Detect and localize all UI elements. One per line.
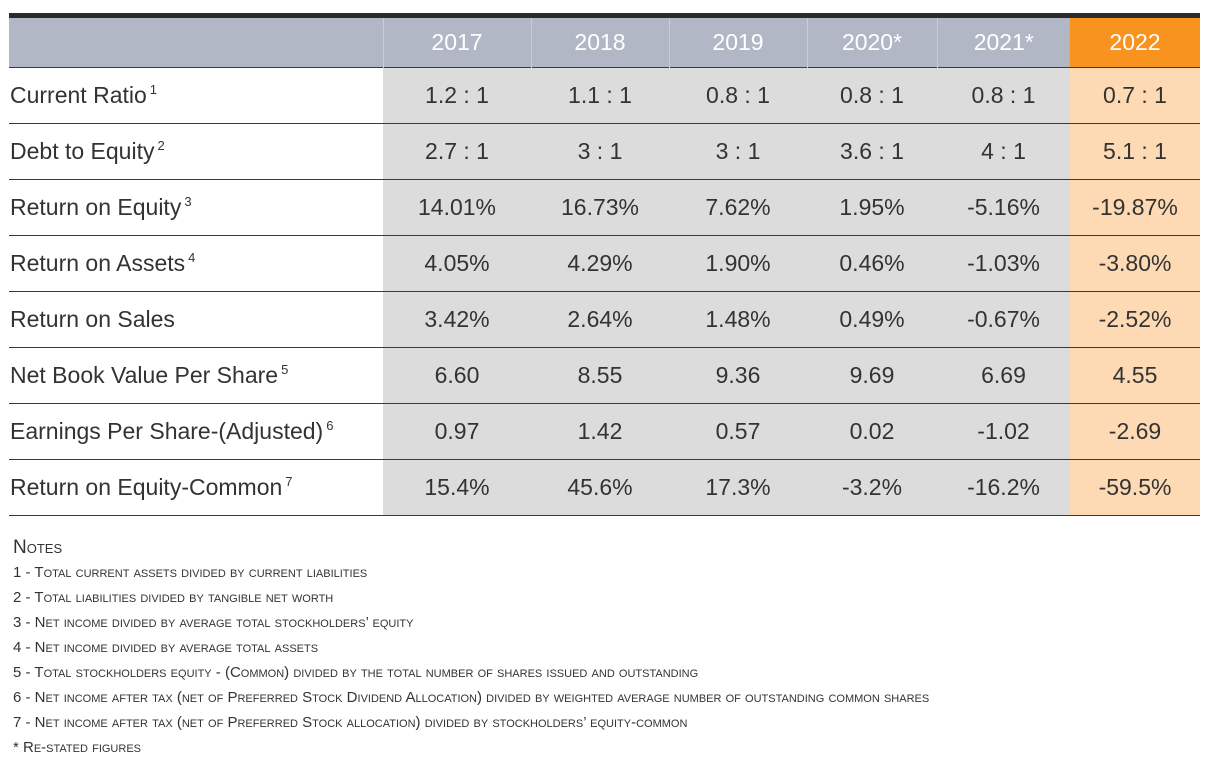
year-header: 2019 bbox=[668, 18, 807, 68]
year-header: 2021* bbox=[936, 18, 1070, 68]
note-line: 5 - Total stockholders equity - (Common)… bbox=[13, 664, 699, 681]
footnote-marker: 7 bbox=[285, 474, 293, 489]
note-line: 6 - Net income after tax (net of Preferr… bbox=[13, 689, 930, 706]
data-cell: 0.8 : 1 bbox=[669, 67, 807, 124]
data-cell: 1.1 : 1 bbox=[531, 67, 669, 124]
data-cell: 3 : 1 bbox=[669, 123, 807, 180]
data-cell: 0.8 : 1 bbox=[937, 67, 1070, 124]
table-row: Return on Equity 3 14.01% 16.73% 7.62% 1.… bbox=[9, 179, 1200, 236]
data-cell: 0.97 bbox=[383, 403, 531, 460]
note-line: 1 - Total current assets divided by curr… bbox=[13, 564, 368, 581]
data-cell: 0.46% bbox=[807, 235, 937, 292]
data-cell-highlight: 4.55 bbox=[1070, 347, 1200, 404]
year-header: 2017 bbox=[382, 18, 531, 68]
row-label-text: Earnings Per Share-(Adjusted) bbox=[10, 418, 324, 444]
data-cell: 16.73% bbox=[531, 179, 669, 236]
data-cell: 0.8 : 1 bbox=[807, 67, 937, 124]
data-cell: 4.29% bbox=[531, 235, 669, 292]
data-cell: 9.69 bbox=[807, 347, 937, 404]
data-cell: 45.6% bbox=[531, 459, 669, 516]
data-cell: 0.02 bbox=[807, 403, 937, 460]
data-cell: 4 : 1 bbox=[937, 123, 1070, 180]
data-cell: -16.2% bbox=[937, 459, 1070, 516]
row-label-text: Return on Equity-Common bbox=[10, 474, 283, 500]
row-label: Return on Assets 4 bbox=[9, 235, 383, 292]
data-cell: -3.2% bbox=[807, 459, 937, 516]
data-cell: 7.62% bbox=[669, 179, 807, 236]
table-row: Return on Sales 3.42% 2.64% 1.48% 0.49% … bbox=[9, 291, 1200, 348]
table-row: Debt to Equity 2 2.7 : 1 3 : 1 3 : 1 3.6 … bbox=[9, 123, 1200, 180]
data-cell: 3.42% bbox=[383, 291, 531, 348]
table-row: Return on Equity-Common 7 15.4% 45.6% 17.… bbox=[9, 459, 1200, 516]
row-label: Earnings Per Share-(Adjusted) 6 bbox=[9, 403, 383, 460]
data-cell-highlight: 0.7 : 1 bbox=[1070, 67, 1200, 124]
data-cell: -1.03% bbox=[937, 235, 1070, 292]
data-cell: 1.95% bbox=[807, 179, 937, 236]
footnote-marker: 4 bbox=[188, 250, 196, 265]
footnote-marker: 6 bbox=[326, 418, 334, 433]
year-header: 2018 bbox=[530, 18, 669, 68]
data-cell: 8.55 bbox=[531, 347, 669, 404]
footnote-marker: 5 bbox=[281, 362, 289, 377]
data-cell: -5.16% bbox=[937, 179, 1070, 236]
notes-title: Notes bbox=[13, 537, 63, 558]
data-cell: 2.7 : 1 bbox=[383, 123, 531, 180]
data-cell: 1.2 : 1 bbox=[383, 67, 531, 124]
header-row: 2017 2018 2019 2020* 2021* 2022 bbox=[9, 18, 1200, 68]
note-line: 7 - Net income after tax (net of Preferr… bbox=[13, 714, 688, 731]
data-cell-highlight: -59.5% bbox=[1070, 459, 1200, 516]
table-row: Earnings Per Share-(Adjusted) 6 0.97 1.42… bbox=[9, 403, 1200, 460]
data-cell-highlight: -19.87% bbox=[1070, 179, 1200, 236]
data-cell: 0.49% bbox=[807, 291, 937, 348]
row-label-text: Return on Sales bbox=[10, 306, 175, 332]
data-cell-highlight: -3.80% bbox=[1070, 235, 1200, 292]
data-cell-highlight: 5.1 : 1 bbox=[1070, 123, 1200, 180]
footnote-marker: 2 bbox=[157, 138, 165, 153]
note-line: * Re-stated figures bbox=[13, 739, 141, 756]
data-cell: 9.36 bbox=[669, 347, 807, 404]
data-cell: -1.02 bbox=[937, 403, 1070, 460]
note-line: 3 - Net income divided by average total … bbox=[13, 614, 414, 631]
row-label: Current Ratio 1 bbox=[9, 67, 383, 124]
row-label-text: Return on Equity bbox=[10, 194, 182, 220]
data-cell: 14.01% bbox=[383, 179, 531, 236]
data-cell: 6.69 bbox=[937, 347, 1070, 404]
row-label: Return on Sales bbox=[9, 291, 383, 348]
table-row: Return on Assets 4 4.05% 4.29% 1.90% 0.46… bbox=[9, 235, 1200, 292]
data-cell: 3.6 : 1 bbox=[807, 123, 937, 180]
data-cell: 17.3% bbox=[669, 459, 807, 516]
notes-section: Notes 1 - Total current assets divided b… bbox=[13, 536, 1203, 760]
row-label-text: Debt to Equity bbox=[10, 138, 155, 164]
table-row: Net Book Value Per Share 5 6.60 8.55 9.36… bbox=[9, 347, 1200, 404]
footnote-marker: 3 bbox=[184, 194, 192, 209]
top-rule bbox=[9, 13, 1200, 18]
data-cell: 2.64% bbox=[531, 291, 669, 348]
data-cell: 15.4% bbox=[383, 459, 531, 516]
data-cell: 1.48% bbox=[669, 291, 807, 348]
financial-ratios-table: 2017 2018 2019 2020* 2021* 2022 Current … bbox=[9, 18, 1200, 516]
note-line: 4 - Net income divided by average total … bbox=[13, 639, 319, 656]
row-label: Return on Equity-Common 7 bbox=[9, 459, 383, 516]
data-cell: 4.05% bbox=[383, 235, 531, 292]
row-label-text: Current Ratio bbox=[10, 82, 147, 108]
data-cell: 1.90% bbox=[669, 235, 807, 292]
row-label: Debt to Equity 2 bbox=[9, 123, 383, 180]
row-label: Return on Equity 3 bbox=[9, 179, 383, 236]
data-cell: 0.57 bbox=[669, 403, 807, 460]
header-corner bbox=[9, 18, 383, 68]
row-label-text: Net Book Value Per Share bbox=[10, 362, 279, 388]
footnote-marker: 1 bbox=[149, 82, 158, 97]
data-cell: 3 : 1 bbox=[531, 123, 669, 180]
data-cell-highlight: -2.52% bbox=[1070, 291, 1200, 348]
note-line: 2 - Total liabilities divided by tangibl… bbox=[13, 589, 334, 606]
data-cell-highlight: -2.69 bbox=[1070, 403, 1200, 460]
year-header-highlight: 2022 bbox=[1070, 18, 1200, 68]
row-label: Net Book Value Per Share 5 bbox=[9, 347, 383, 404]
data-cell: 6.60 bbox=[383, 347, 531, 404]
row-label-text: Return on Assets bbox=[10, 250, 186, 276]
table-row: Current Ratio 1 1.2 : 1 1.1 : 1 0.8 : 1 0… bbox=[9, 67, 1200, 124]
year-header: 2020* bbox=[806, 18, 937, 68]
data-cell: 1.42 bbox=[531, 403, 669, 460]
data-cell: -0.67% bbox=[937, 291, 1070, 348]
